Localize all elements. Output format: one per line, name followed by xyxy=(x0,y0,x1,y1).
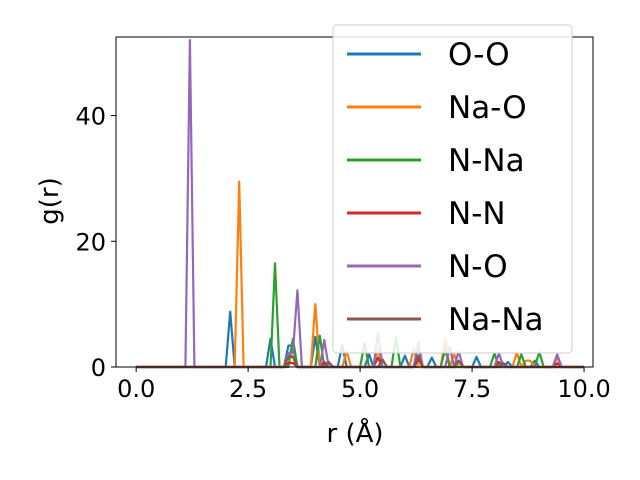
x-tick-label: 0.0 xyxy=(117,375,155,403)
x-tick-label: 2.5 xyxy=(229,375,267,403)
y-tick-label: 20 xyxy=(75,228,106,256)
legend-label: N-Na xyxy=(448,143,525,179)
x-tick-label: 10.0 xyxy=(557,375,610,403)
y-axis-label: g(r) xyxy=(35,177,65,224)
legend-label: Na-Na xyxy=(448,302,544,338)
legend-label: N-O xyxy=(448,249,508,285)
x-tick-label: 5.0 xyxy=(341,375,379,403)
axes: 0.0 2.5 5.0 7.5 10.0 0 20 40 xyxy=(75,36,611,403)
legend-label: O-O xyxy=(448,37,510,73)
y-tick-label: 0 xyxy=(91,354,106,382)
x-axis-label: r (Å) xyxy=(326,417,383,449)
legend: O-O Na-O N-Na N-N N-O Na-Na xyxy=(332,24,573,354)
legend-label: N-N xyxy=(448,196,506,232)
y-tick-label: 40 xyxy=(75,103,106,131)
legend-label: Na-O xyxy=(448,90,527,126)
x-tick-label: 7.5 xyxy=(453,375,491,403)
